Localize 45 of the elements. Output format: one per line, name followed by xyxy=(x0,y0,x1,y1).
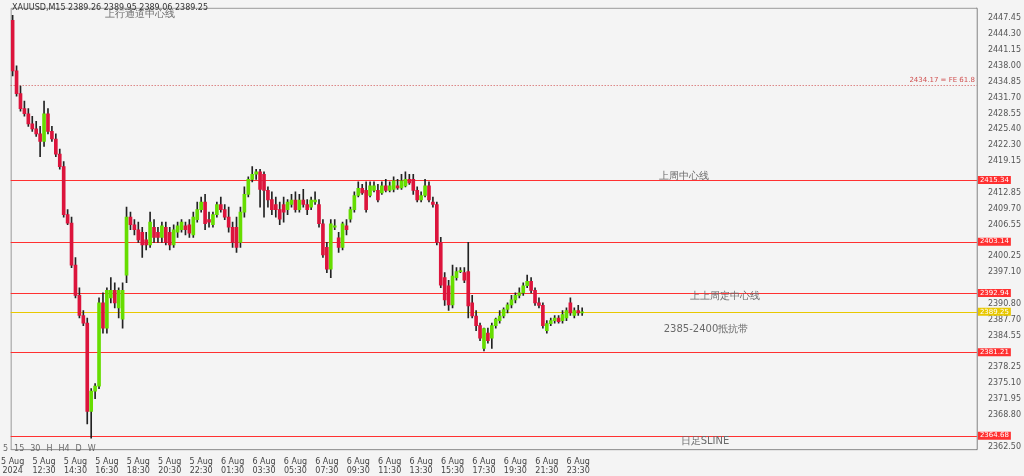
x-tick-label: 6 Aug 01:30 xyxy=(220,457,245,475)
x-tick-label: 5 Aug 22:30 xyxy=(189,457,213,475)
y-tick-label: 2438.00 xyxy=(987,60,1022,70)
y-tick-label: 2428.55 xyxy=(987,108,1022,118)
y-tick-label: 2400.25 xyxy=(987,251,1022,261)
y-tick-label: 2419.15 xyxy=(987,155,1022,165)
x-tick-label: 6 Aug 15:30 xyxy=(440,457,465,475)
y-tick-label: 2375.10 xyxy=(987,378,1022,388)
y-tick-label: 2444.30 xyxy=(987,29,1022,39)
y-tick-label: 2362.50 xyxy=(987,441,1022,451)
x-tick-label: 6 Aug 03:30 xyxy=(252,457,276,475)
x-tick-label: 6 Aug 13:30 xyxy=(409,457,433,475)
y-tick-label: 2368.80 xyxy=(987,409,1022,419)
annotation: 日足SLINE xyxy=(680,434,730,446)
x-tick-label: 5 Aug 18:30 xyxy=(126,457,150,475)
y-tick-label: 2387.70 xyxy=(987,314,1022,324)
x-tick-label: 5 Aug 20:30 xyxy=(158,457,182,475)
x-tick-label: 6 Aug 11:30 xyxy=(378,457,402,475)
y-tick-label: 2384.55 xyxy=(987,330,1022,340)
y-tick-label: 2371.95 xyxy=(987,394,1022,404)
y-tick-label: 2422.30 xyxy=(987,140,1022,150)
x-tick-label: 6 Aug 19:30 xyxy=(503,457,528,475)
x-tick-label: 6 Aug 09:30 xyxy=(346,457,370,475)
x-tick-label: 6 Aug 21:30 xyxy=(535,457,559,475)
y-tick-label: 2397.10 xyxy=(987,267,1022,277)
y-tick-label: 2409.70 xyxy=(987,203,1022,213)
y-tick-label: 2425.40 xyxy=(987,124,1022,134)
y-tick-label: 2434.85 xyxy=(987,76,1022,86)
y-tick-label: 2412.85 xyxy=(987,187,1022,197)
x-tick-label: 5 Aug 16:30 xyxy=(95,457,119,475)
x-tick-label: 5 Aug 2024 xyxy=(0,457,25,475)
y-tick-label: 2447.45 xyxy=(987,13,1022,23)
y-tick-label: 2431.70 xyxy=(987,92,1022,102)
y-tick-label: 2390.80 xyxy=(987,298,1022,308)
x-tick-label: 5 Aug 14:30 xyxy=(63,457,88,475)
y-tick-label: 2406.55 xyxy=(987,219,1022,229)
x-tick-label: 6 Aug 17:30 xyxy=(472,457,496,475)
x-tick-label: 6 Aug 07:30 xyxy=(315,457,339,475)
x-tick-label: 6 Aug 05:30 xyxy=(283,457,308,475)
annotation: 上周中心线 xyxy=(659,169,709,181)
y-tick-label: 2378.25 xyxy=(987,362,1022,372)
annotation: 2385-2400抵抗带 xyxy=(663,322,749,334)
y-tick-label: 2441.15 xyxy=(987,45,1022,54)
x-tick-label: 5 Aug 12:30 xyxy=(32,457,56,475)
x-tick-label: 6 Aug 23:30 xyxy=(566,457,590,475)
